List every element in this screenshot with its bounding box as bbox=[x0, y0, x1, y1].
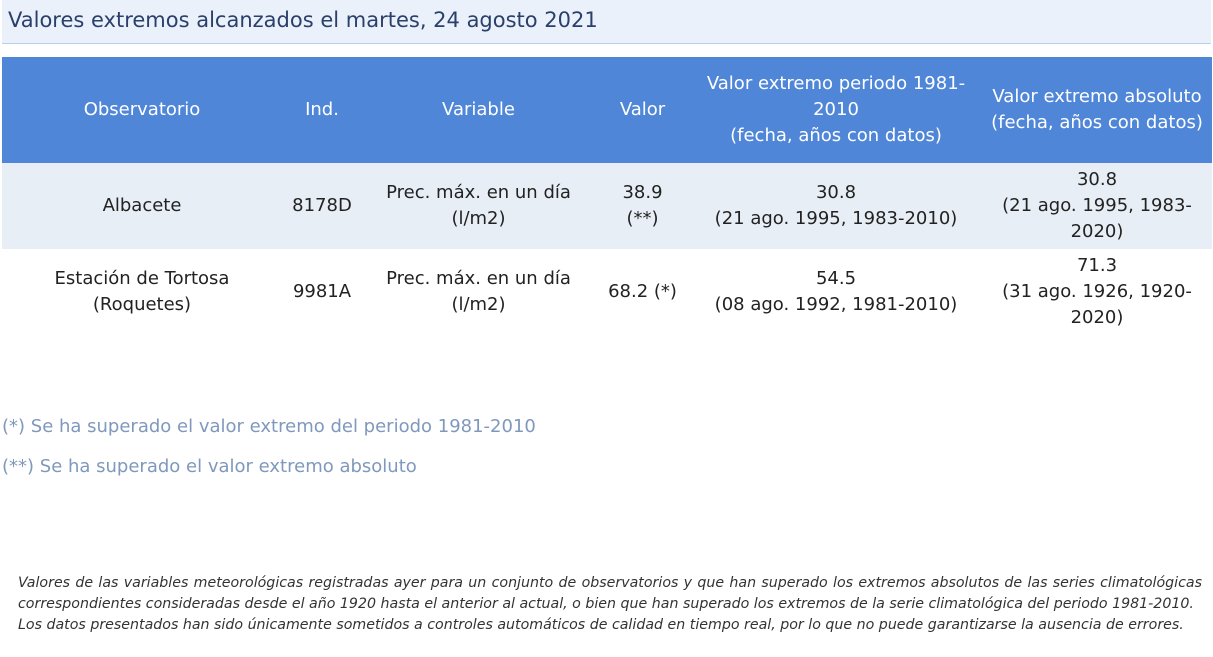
cell-ind: 9981A bbox=[282, 249, 362, 335]
disclaimer: Valores de las variables meteorológicas … bbox=[18, 573, 1202, 636]
header-ind: Ind. bbox=[282, 57, 362, 163]
cell-valor: 68.2 (*) bbox=[595, 249, 690, 335]
cell-variable: Prec. máx. en un día (l/m2) bbox=[362, 163, 595, 249]
cell-extremo-periodo: 54.5 (08 ago. 1992, 1981-2010) bbox=[690, 249, 982, 335]
table-row: Estación de Tortosa (Roquetes) 9981A Pre… bbox=[2, 249, 1212, 335]
header-extremo-absoluto: Valor extremo absoluto (fecha, años con … bbox=[982, 57, 1212, 163]
disclaimer-line-1: Valores de las variables meteorológicas … bbox=[18, 575, 1202, 591]
cell-observatorio: Estación de Tortosa (Roquetes) bbox=[2, 249, 282, 335]
disclaimer-line-2: correspondientes consideradas desde el a… bbox=[18, 596, 1194, 612]
disclaimer-line-3: Los datos presentados han sido únicament… bbox=[18, 617, 1184, 633]
header-observatorio: Observatorio bbox=[2, 57, 282, 163]
footnote-periodo: (*) Se ha superado el valor extremo del … bbox=[2, 416, 536, 437]
cell-extremo-periodo: 30.8 (21 ago. 1995, 1983-2010) bbox=[690, 163, 982, 249]
extremes-table: Observatorio Ind. Variable Valor Valor e… bbox=[2, 57, 1212, 335]
header-valor: Valor bbox=[595, 57, 690, 163]
footnote-absoluto: (**) Se ha superado el valor extremo abs… bbox=[2, 456, 417, 477]
table-header-row: Observatorio Ind. Variable Valor Valor e… bbox=[2, 57, 1212, 163]
title-bar: Valores extremos alcanzados el martes, 2… bbox=[2, 0, 1211, 44]
cell-observatorio: Albacete bbox=[2, 163, 282, 249]
header-extremo-periodo: Valor extremo periodo 1981-2010 (fecha, … bbox=[690, 57, 982, 163]
cell-ind: 8178D bbox=[282, 163, 362, 249]
cell-extremo-absoluto: 71.3 (31 ago. 1926, 1920-2020) bbox=[982, 249, 1212, 335]
cell-variable: Prec. máx. en un día (l/m2) bbox=[362, 249, 595, 335]
cell-valor: 38.9 (**) bbox=[595, 163, 690, 249]
header-variable: Variable bbox=[362, 57, 595, 163]
table-row: Albacete 8178D Prec. máx. en un día (l/m… bbox=[2, 163, 1212, 249]
cell-extremo-absoluto: 30.8 (21 ago. 1995, 1983-2020) bbox=[982, 163, 1212, 249]
footnotes: (*) Se ha superado el valor extremo del … bbox=[2, 414, 536, 494]
page-title: Valores extremos alcanzados el martes, 2… bbox=[8, 8, 598, 32]
